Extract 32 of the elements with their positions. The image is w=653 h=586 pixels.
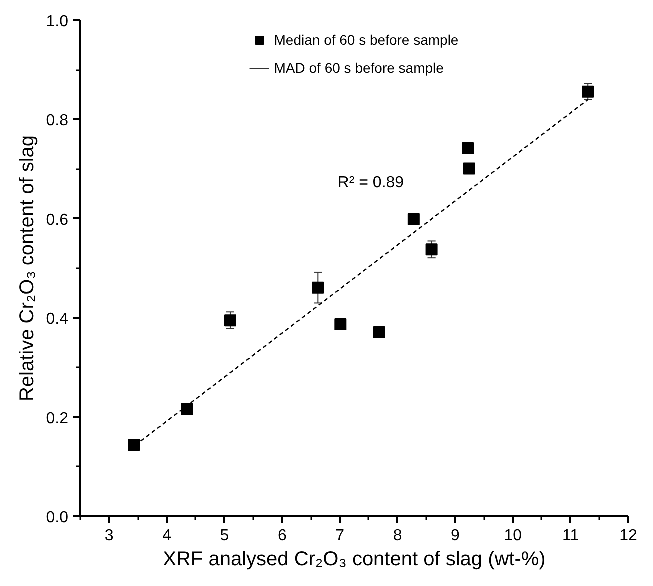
x-tick-label: 7 [336,528,345,544]
point [334,318,347,331]
x-tick-label: 12 [620,528,638,544]
point [426,244,438,256]
point [408,213,420,226]
y-tick-label: 0.2 [46,410,69,428]
point [462,142,474,154]
x-tick-label: 5 [220,528,230,544]
y-axis-title: Relative Cr₂O₃ content of slag [16,135,38,402]
y-tick-label: 0.4 [46,311,69,328]
x-axis-title: XRF analysed Cr₂O₃ content of slag (wt-%) [163,548,546,570]
x-tick-label: 3 [104,528,114,544]
point [373,326,386,338]
x-tick-label: 9 [451,528,460,544]
annotation: MAD of 60 s before sample [274,60,444,76]
y-tick-label: 1.0 [46,14,69,30]
point [312,282,324,294]
point [128,439,140,452]
x-tick-label: 6 [278,528,287,544]
x-tick-label: 10 [504,528,522,544]
x-tick-label: 11 [562,528,580,544]
point [224,314,236,327]
legend-label: Median of 60 s before sample [274,32,459,48]
x-tick-label: 8 [393,528,402,544]
y-tick-label: 0.8 [46,112,69,130]
point [463,162,476,175]
y-tick-label: 0.6 [46,212,69,229]
point [582,86,594,98]
y-tick-label: 0.0 [46,510,69,526]
point [181,403,194,416]
annotation: R² = 0.89 [338,174,404,192]
x-tick-label: 4 [162,528,172,544]
